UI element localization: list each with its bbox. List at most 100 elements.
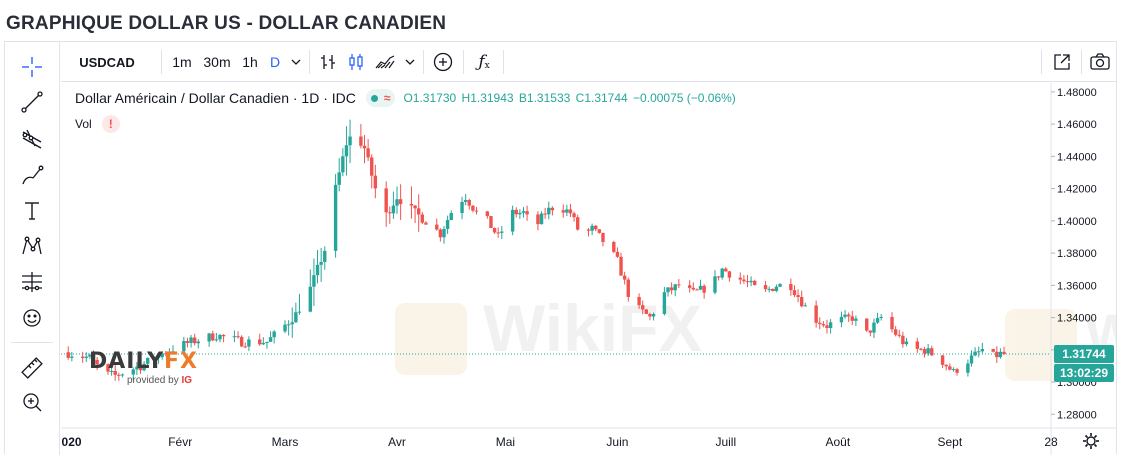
x-tick-label: Juin	[606, 435, 628, 449]
candle-body	[135, 366, 139, 370]
settings-gear-icon[interactable]	[1083, 433, 1099, 449]
candle-body	[449, 212, 453, 220]
camera-icon[interactable]	[1085, 42, 1115, 82]
candle-body	[95, 359, 99, 365]
x-tick-label: Févr	[168, 435, 192, 449]
candle-body	[948, 366, 952, 370]
candle-countdown-tag: 13:02:29	[1054, 363, 1114, 382]
warning-icon[interactable]: !	[101, 115, 120, 133]
candle-body	[182, 341, 186, 352]
area-chart-icon[interactable]	[371, 42, 399, 82]
candle-body	[825, 325, 829, 329]
text-tool-icon[interactable]	[13, 196, 51, 226]
series-status-pill[interactable]: ≈	[365, 89, 396, 107]
chart-area[interactable]: WikiFX W 1.280001.300001.320001.340001.3…	[55, 83, 1137, 455]
popout-icon[interactable]	[1047, 42, 1077, 82]
candle-body	[669, 287, 674, 291]
candle-body	[160, 353, 164, 358]
candle-body	[185, 341, 190, 343]
y-tick-label: 1.46000	[1057, 119, 1097, 131]
candle-body	[702, 285, 706, 293]
candle-body	[91, 354, 96, 360]
candle-body	[189, 337, 193, 343]
candle-body	[868, 330, 873, 333]
x-tick-label: 2020	[61, 435, 82, 449]
candle-body	[716, 276, 721, 278]
candle-body	[865, 318, 869, 331]
candle-body	[612, 241, 616, 252]
candle-body	[977, 351, 981, 353]
y-tick-label: 1.40000	[1057, 216, 1097, 228]
candle-body	[637, 296, 641, 306]
candle-body	[463, 200, 468, 202]
candlestick-chart[interactable]: WikiFX W 1.280001.300001.320001.340001.3…	[55, 83, 1137, 455]
candle-body	[413, 205, 417, 209]
trend-line-icon[interactable]	[13, 87, 51, 117]
bar-chart-icon[interactable]	[315, 42, 341, 82]
measure-icon[interactable]	[13, 267, 51, 297]
y-tick-label: 1.34000	[1057, 313, 1097, 325]
zoom-in-icon[interactable]	[13, 387, 51, 417]
interval-30m-button[interactable]: 30m	[203, 54, 231, 70]
candle-body	[348, 136, 352, 146]
high-value: H1.31943	[461, 91, 514, 105]
candle-body	[828, 322, 833, 329]
crosshair-icon[interactable]	[13, 52, 51, 82]
candle-body	[308, 286, 313, 312]
chevron-down-icon[interactable]	[287, 42, 305, 82]
candle-body	[337, 172, 341, 185]
candle-body	[586, 229, 591, 231]
candle-body	[789, 283, 793, 291]
candle-body	[344, 145, 349, 157]
candle-body	[424, 222, 428, 225]
candle-body	[940, 355, 945, 365]
candle-body	[796, 295, 800, 298]
emoji-icon[interactable]	[13, 303, 51, 333]
candle-body	[973, 351, 977, 356]
x-tick-label: Sept	[937, 435, 962, 449]
candle-body	[70, 356, 74, 358]
candle-body	[644, 309, 649, 314]
candle-body	[893, 329, 898, 335]
live-dot-icon	[370, 94, 378, 102]
low-value: B1.31533	[518, 91, 571, 105]
change-value: −0.00075 (−0.06%)	[633, 91, 736, 105]
candle-body	[854, 318, 858, 321]
candle-body	[232, 336, 237, 338]
page-title: GRAPHIQUE DOLLAR US - DOLLAR CANADIEN	[6, 13, 447, 34]
candle-body	[561, 210, 565, 213]
candle-body	[1002, 351, 1006, 354]
candle-body	[384, 188, 388, 213]
interval-1h-button[interactable]: 1h	[242, 54, 258, 70]
candle-body	[626, 279, 630, 297]
chevron-down-icon[interactable]	[401, 42, 419, 82]
candle-body	[818, 322, 822, 325]
candle-body	[597, 229, 602, 233]
pattern-icon[interactable]	[13, 231, 51, 261]
symbol-search-button[interactable]: USDCAD	[79, 54, 135, 70]
candle-body	[615, 251, 620, 257]
candle-body	[510, 209, 515, 232]
candle-body	[543, 213, 547, 215]
x-tick-label: Avr	[388, 435, 406, 449]
candle-body	[167, 351, 172, 354]
brush-icon[interactable]	[13, 160, 51, 190]
candle-body	[420, 214, 425, 223]
candle-body	[525, 211, 529, 215]
add-indicator-icon[interactable]	[429, 42, 457, 82]
candle-body	[594, 225, 598, 230]
ruler-icon[interactable]	[13, 353, 51, 383]
candle-body	[980, 349, 985, 352]
interval-d-button[interactable]: D	[269, 54, 281, 70]
y-tick-label: 1.28000	[1057, 409, 1097, 421]
pitchfork-icon[interactable]	[13, 124, 51, 154]
candle-body	[366, 148, 370, 158]
candle-body	[550, 207, 555, 211]
candle-body	[243, 346, 247, 348]
interval-1m-button[interactable]: 1m	[172, 54, 192, 70]
y-tick-label: 1.48000	[1057, 87, 1097, 99]
candle-body	[211, 333, 215, 341]
candle-body	[518, 212, 522, 215]
candles-icon[interactable]	[343, 42, 369, 82]
